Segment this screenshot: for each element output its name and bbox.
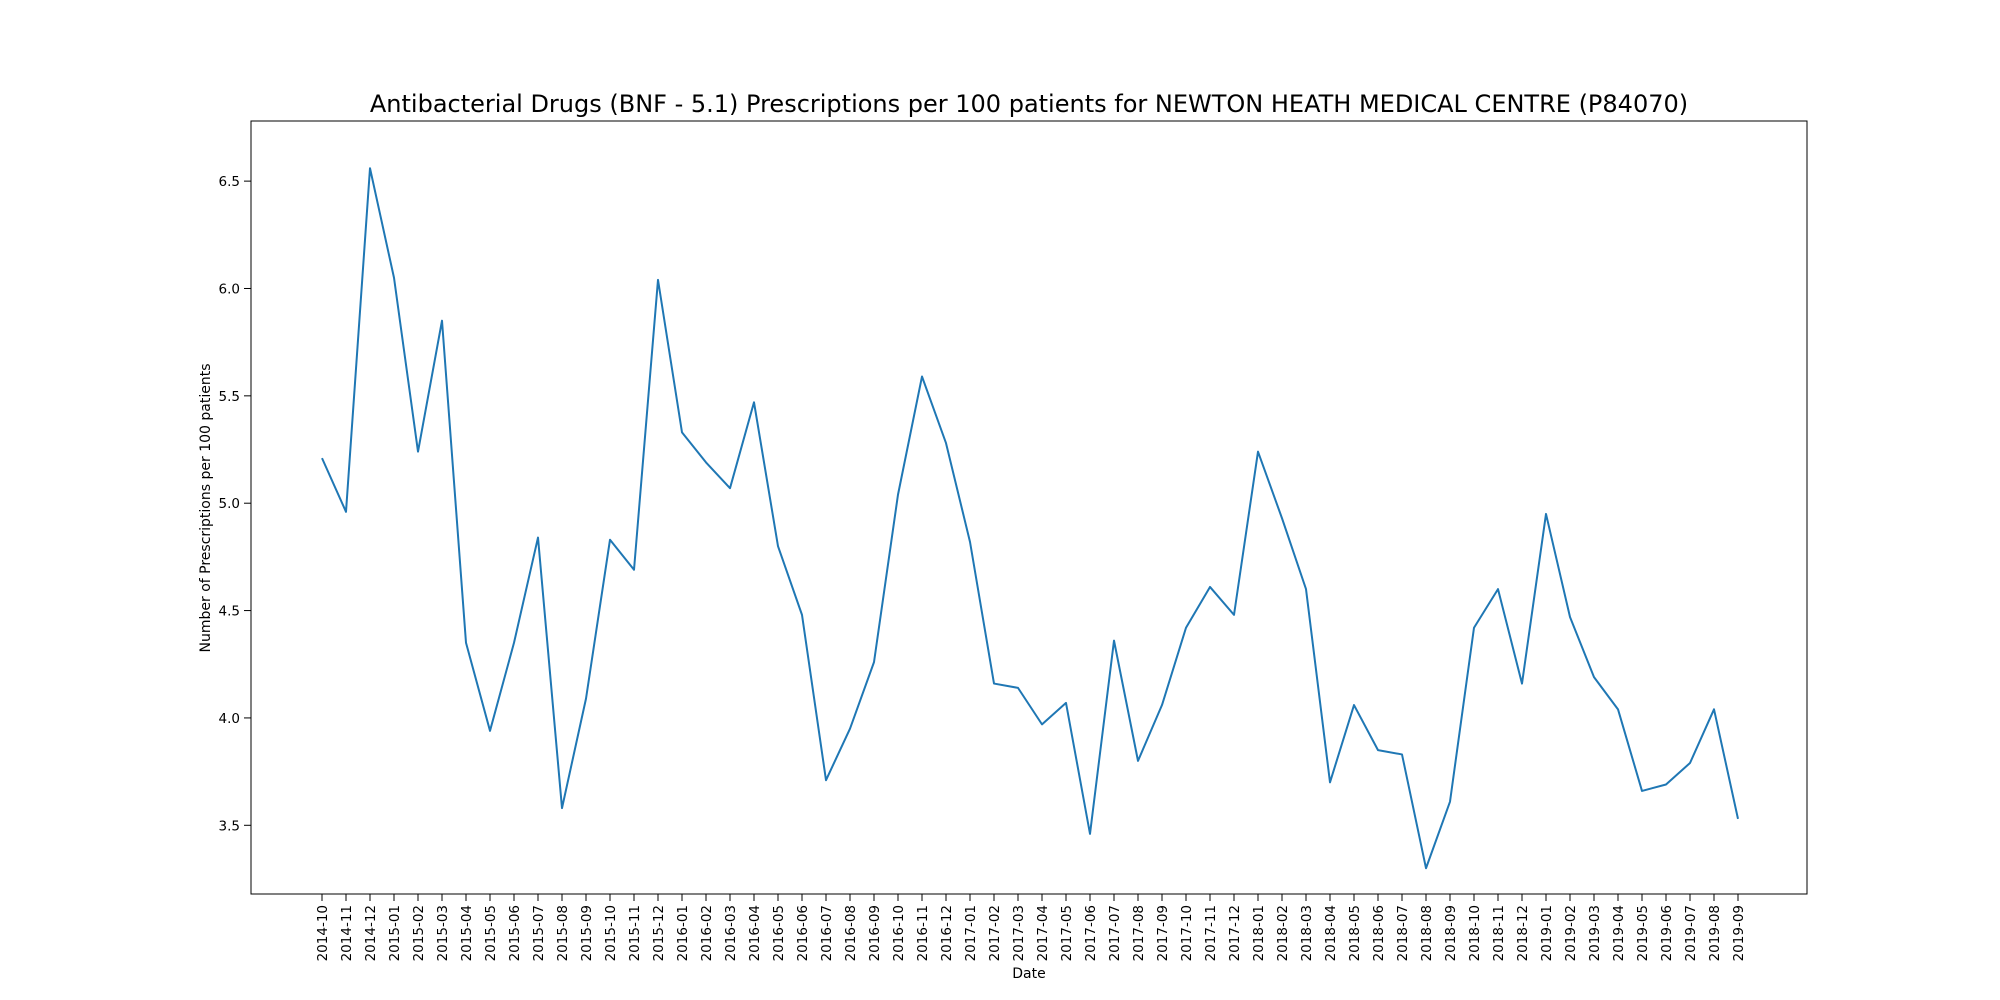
x-tick-label: 2015-07 [531,905,547,961]
x-tick-label: 2015-03 [435,905,451,961]
x-tick-label: 2019-04 [1611,905,1627,961]
y-tick-label: 4.5 [219,604,240,620]
x-tick-label: 2017-01 [963,905,979,961]
x-tick-label: 2016-04 [747,905,763,961]
x-tick-label: 2018-02 [1275,905,1291,961]
x-tick-label: 2016-10 [891,905,907,961]
x-tick-label: 2018-07 [1395,905,1411,961]
x-tick-label: 2017-08 [1131,905,1147,961]
y-axis-label: Number of Prescriptions per 100 patients [198,364,214,653]
x-tick-label: 2017-03 [1011,905,1027,961]
x-tick-label: 2018-12 [1515,905,1531,961]
series-line [321,167,1739,870]
x-tick-label: 2017-04 [1035,905,1051,961]
x-tick-label: 2019-09 [1731,905,1747,961]
x-tick-label: 2015-09 [579,905,595,961]
x-tick-label: 2019-02 [1563,905,1579,961]
x-tick-label: 2018-06 [1371,905,1387,961]
x-tick-label: 2019-07 [1683,905,1699,961]
x-tick-label: 2015-11 [627,905,643,961]
x-tick-label: 2017-11 [1203,905,1219,961]
y-tick-label: 3.5 [219,818,240,834]
x-tick-label: 2015-02 [411,905,427,961]
x-tick-label: 2017-09 [1155,905,1171,961]
x-tick-label: 2014-12 [363,905,379,961]
series-layer [321,167,1739,870]
y-tick-label: 5.0 [219,496,240,512]
x-tick-label: 2018-09 [1443,905,1459,961]
x-tick-label: 2019-03 [1587,905,1603,961]
x-tick-label: 2015-06 [507,905,523,961]
x-tick-label: 2018-01 [1251,905,1267,961]
x-tick-label: 2019-08 [1707,905,1723,961]
x-tick-label: 2016-08 [843,905,859,961]
x-tick-label: 2016-09 [867,905,883,961]
x-tick-label: 2017-10 [1179,905,1195,961]
x-tick-label: 2018-10 [1467,905,1483,961]
x-tick-label: 2015-01 [387,905,403,961]
y-tick-label: 4.0 [219,711,240,727]
x-tick-label: 2016-07 [819,905,835,961]
chart-title: Antibacterial Drugs (BNF - 5.1) Prescrip… [370,90,1688,118]
x-tick-label: 2017-06 [1083,905,1099,961]
x-tick-label: 2016-11 [915,905,931,961]
x-tick-label: 2018-11 [1491,905,1507,961]
x-tick-label: 2017-07 [1107,905,1123,961]
x-tick-label: 2016-05 [771,905,787,961]
x-tick-label: 2015-08 [555,905,571,961]
x-tick-label: 2016-06 [795,905,811,961]
x-tick-label: 2019-06 [1659,905,1675,961]
x-axis-label: Date [1012,966,1045,982]
x-tick-label: 2015-05 [483,905,499,961]
x-tick-label: 2018-08 [1419,905,1435,961]
x-tick-label: 2018-05 [1347,905,1363,961]
y-tick-label: 5.5 [219,389,240,405]
x-tick-label: 2015-04 [459,905,475,961]
x-tick-label: 2014-11 [339,905,355,961]
x-tick-label: 2016-02 [699,905,715,961]
x-tick-label: 2014-10 [315,905,331,961]
x-tick-label: 2016-01 [675,905,691,961]
x-tick-label: 2015-12 [651,905,667,961]
x-tick-label: 2018-04 [1323,905,1339,961]
y-axis: 3.5 4.0 4.5 5.0 5.5 6.0 6.5 [219,174,251,834]
x-tick-label: 2018-03 [1299,905,1315,961]
x-tick-label: 2017-02 [987,905,1003,961]
x-tick-label: 2016-12 [939,905,955,961]
x-tick-label: 2015-10 [603,905,619,961]
x-tick-label: 2017-05 [1059,905,1075,961]
y-tick-label: 6.5 [219,174,240,190]
x-tick-label: 2019-05 [1635,905,1651,961]
x-tick-label: 2017-12 [1227,905,1243,961]
x-tick-label: 2019-01 [1539,905,1555,961]
y-tick-label: 6.0 [219,281,240,297]
plot-area [250,120,1808,895]
x-tick-label: 2016-03 [723,905,739,961]
x-axis: 2014-10 2014-11 2014-12 2015-01 2015-02 2015-… [315,894,1747,961]
